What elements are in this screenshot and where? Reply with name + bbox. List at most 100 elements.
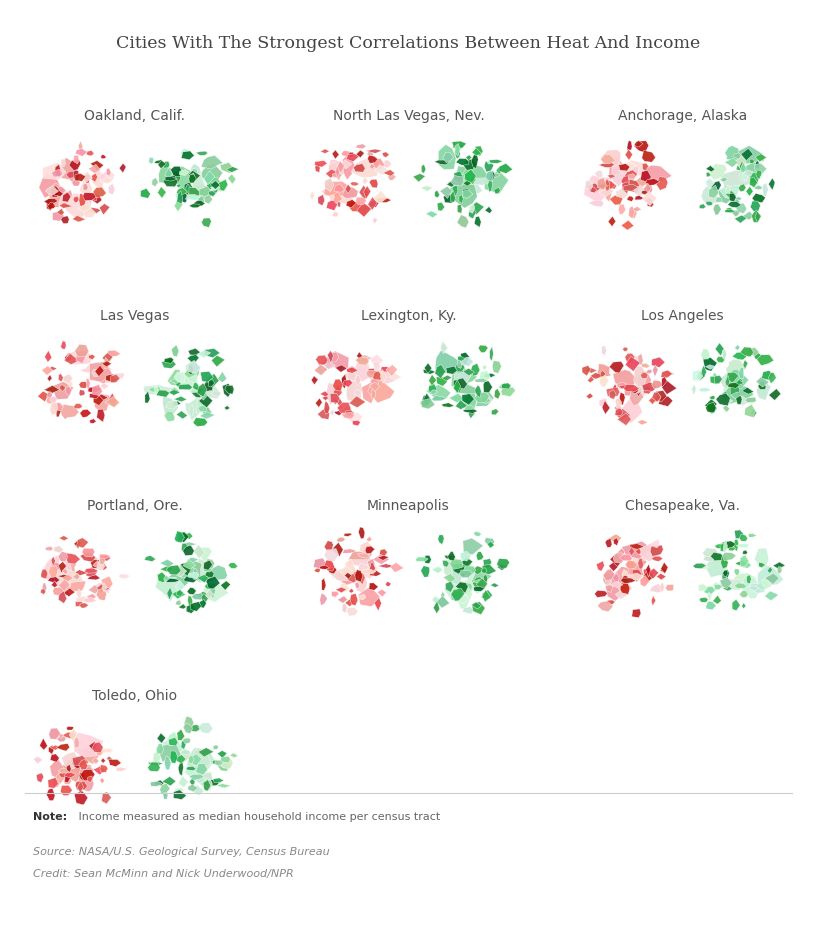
Polygon shape <box>357 356 373 362</box>
Polygon shape <box>347 367 356 372</box>
Polygon shape <box>454 148 460 160</box>
Polygon shape <box>203 407 212 418</box>
Polygon shape <box>175 581 185 592</box>
Polygon shape <box>632 570 642 583</box>
Polygon shape <box>739 171 746 182</box>
Polygon shape <box>588 201 604 208</box>
Polygon shape <box>712 187 718 192</box>
Polygon shape <box>620 584 630 595</box>
Polygon shape <box>744 163 761 181</box>
Polygon shape <box>453 379 467 390</box>
Polygon shape <box>713 205 721 216</box>
Polygon shape <box>734 574 757 585</box>
Polygon shape <box>582 366 591 377</box>
Polygon shape <box>202 585 229 602</box>
Polygon shape <box>189 174 195 181</box>
Polygon shape <box>187 361 200 374</box>
Polygon shape <box>100 555 111 559</box>
Polygon shape <box>205 590 214 599</box>
Polygon shape <box>52 585 69 596</box>
Polygon shape <box>67 354 74 359</box>
Polygon shape <box>734 154 741 160</box>
Polygon shape <box>653 366 658 378</box>
Polygon shape <box>368 559 375 569</box>
Polygon shape <box>100 155 106 160</box>
Polygon shape <box>609 362 624 374</box>
Polygon shape <box>221 581 230 590</box>
Polygon shape <box>92 583 113 594</box>
Polygon shape <box>352 421 360 426</box>
Polygon shape <box>51 557 56 567</box>
Polygon shape <box>611 160 626 187</box>
Polygon shape <box>57 187 65 195</box>
Polygon shape <box>756 580 771 591</box>
Polygon shape <box>740 163 747 174</box>
Polygon shape <box>196 398 208 413</box>
Polygon shape <box>734 147 762 165</box>
Polygon shape <box>474 532 481 536</box>
Polygon shape <box>207 780 220 786</box>
Polygon shape <box>144 385 174 396</box>
Polygon shape <box>96 410 105 422</box>
Polygon shape <box>718 397 733 406</box>
Polygon shape <box>324 179 334 192</box>
Polygon shape <box>362 382 376 405</box>
Text: Chesapeake, Va.: Chesapeake, Va. <box>625 498 739 512</box>
Polygon shape <box>628 174 636 180</box>
Polygon shape <box>623 385 640 393</box>
Polygon shape <box>180 750 190 755</box>
Polygon shape <box>74 763 81 769</box>
Polygon shape <box>355 357 369 366</box>
Polygon shape <box>597 601 614 612</box>
Polygon shape <box>699 585 708 591</box>
Polygon shape <box>389 373 401 380</box>
Polygon shape <box>330 393 340 404</box>
Polygon shape <box>321 184 350 197</box>
Polygon shape <box>720 543 727 552</box>
Polygon shape <box>322 578 326 591</box>
Polygon shape <box>346 155 359 162</box>
Polygon shape <box>177 192 189 203</box>
Polygon shape <box>89 209 100 214</box>
Text: Las Vegas: Las Vegas <box>100 309 169 323</box>
Polygon shape <box>325 170 338 179</box>
Polygon shape <box>44 386 60 393</box>
Polygon shape <box>466 156 471 161</box>
Polygon shape <box>452 186 458 197</box>
Polygon shape <box>750 201 761 213</box>
Polygon shape <box>627 141 632 151</box>
Polygon shape <box>732 211 739 217</box>
Polygon shape <box>369 583 378 590</box>
Polygon shape <box>178 566 185 577</box>
Polygon shape <box>456 160 469 166</box>
Polygon shape <box>454 172 463 183</box>
Polygon shape <box>328 187 354 205</box>
Polygon shape <box>456 582 468 593</box>
Polygon shape <box>66 172 76 179</box>
Polygon shape <box>481 568 487 574</box>
Polygon shape <box>441 404 454 407</box>
Polygon shape <box>95 371 114 384</box>
Polygon shape <box>217 761 230 771</box>
Polygon shape <box>481 590 493 599</box>
Polygon shape <box>706 601 717 610</box>
Polygon shape <box>618 397 642 424</box>
Polygon shape <box>61 758 84 782</box>
Polygon shape <box>72 755 89 767</box>
Polygon shape <box>50 403 58 416</box>
Polygon shape <box>715 343 724 356</box>
Polygon shape <box>178 604 186 610</box>
Polygon shape <box>346 380 363 404</box>
Polygon shape <box>480 394 492 404</box>
Polygon shape <box>725 386 754 405</box>
Polygon shape <box>72 216 86 223</box>
Polygon shape <box>502 383 511 390</box>
Polygon shape <box>761 371 773 380</box>
Polygon shape <box>88 193 92 205</box>
Polygon shape <box>476 578 488 591</box>
Polygon shape <box>78 759 87 770</box>
Polygon shape <box>444 557 462 581</box>
Polygon shape <box>222 384 232 398</box>
Polygon shape <box>490 584 499 587</box>
Polygon shape <box>74 540 82 549</box>
